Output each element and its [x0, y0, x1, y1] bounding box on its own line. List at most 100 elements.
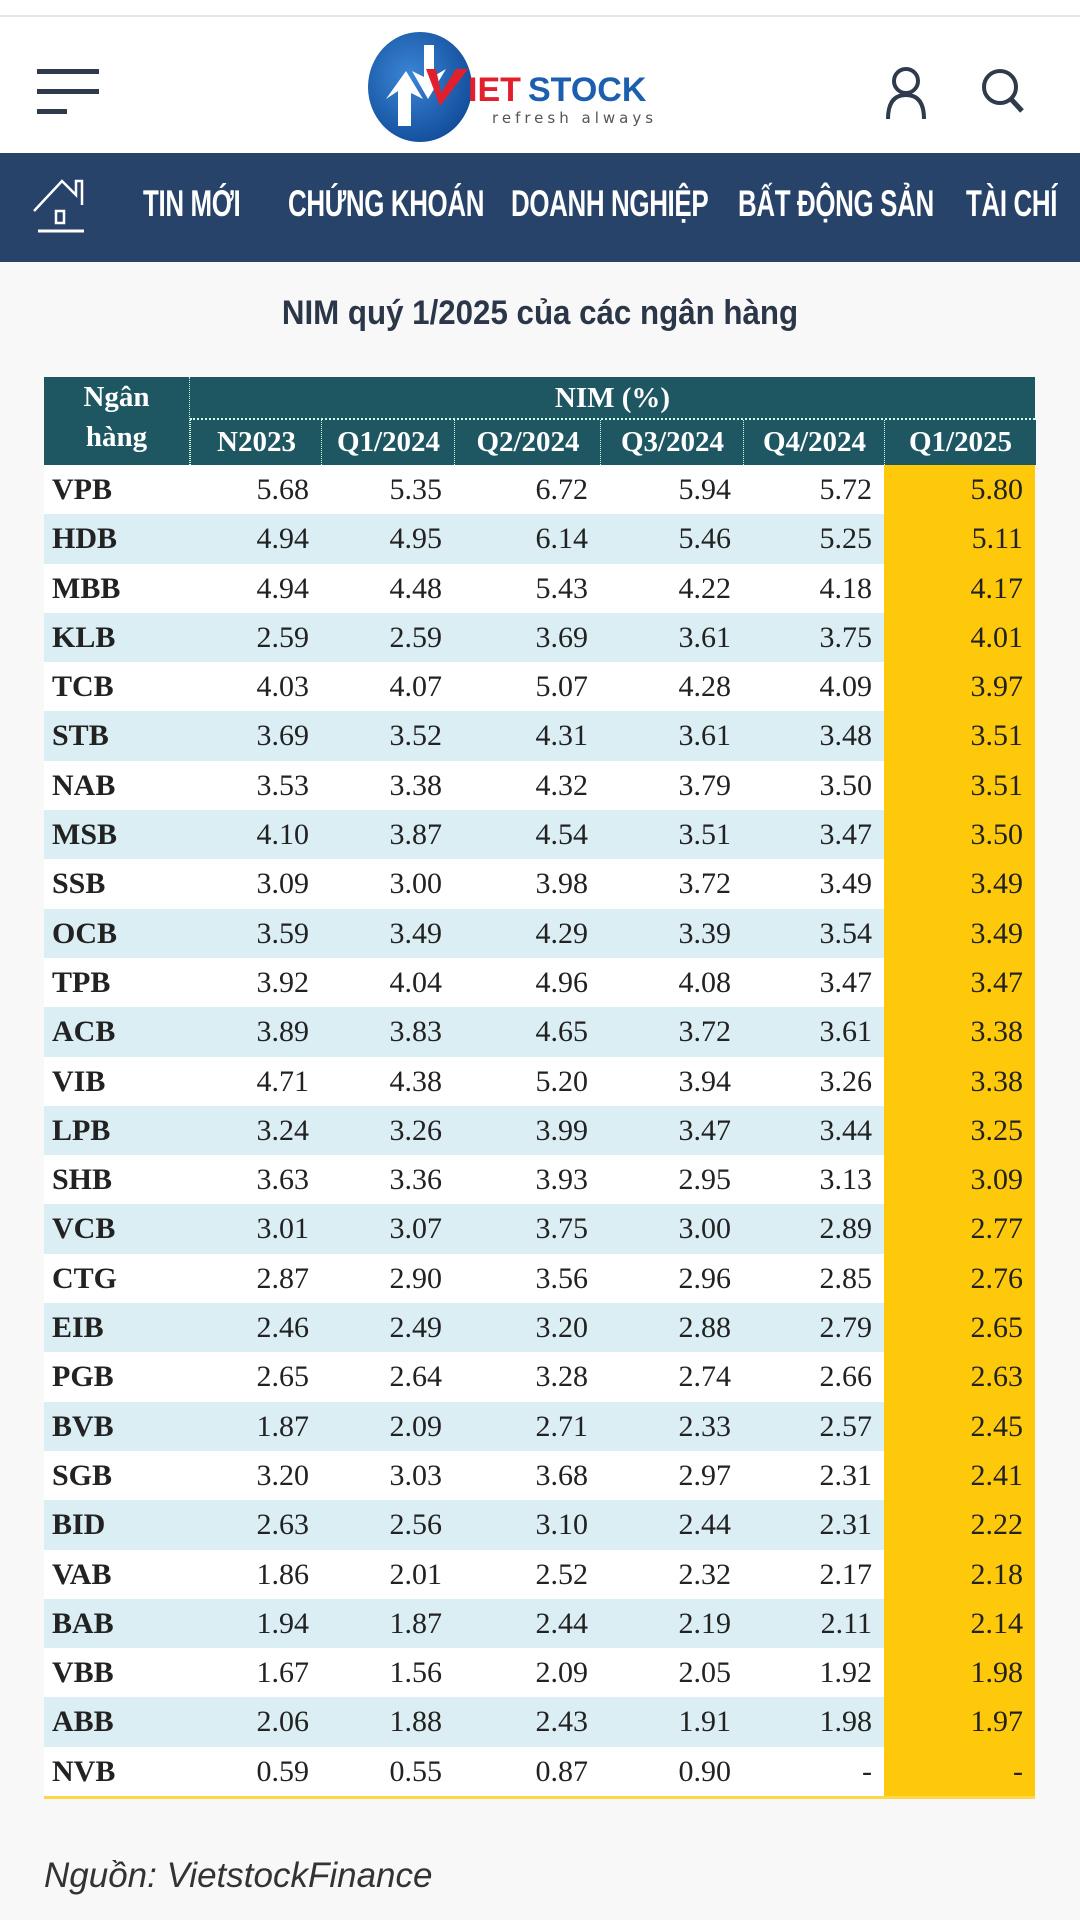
nim-value-cell: 3.87	[389, 818, 443, 852]
bank-code-cell: VBB	[52, 1656, 114, 1690]
table-row: SSB 3.09 3.00 3.98 3.72 3.49 3.49	[44, 859, 1035, 909]
nim-value-cell: 3.49	[884, 908, 1035, 958]
nim-value-cell: 2.18	[884, 1549, 1035, 1599]
nim-value-cell: 2.74	[678, 1360, 732, 1394]
nim-value-cell: 2.31	[819, 1458, 873, 1492]
bank-code-cell: PGB	[52, 1360, 114, 1394]
nim-value-cell: 1.91	[678, 1705, 732, 1739]
nim-value-cell: 2.22	[884, 1500, 1035, 1550]
nim-value-cell: 1.87	[256, 1409, 310, 1443]
vietstock-logo[interactable]: IET STOCK refresh always	[368, 31, 708, 143]
table-row: EIB 2.46 2.49 3.20 2.88 2.79 2.65	[44, 1303, 1035, 1353]
nim-value-cell: 0.87	[535, 1754, 589, 1788]
table-body: VPB 5.68 5.35 6.72 5.94 5.72 5.80 HDB 4.94 4.95 6.…	[44, 465, 1035, 1800]
nim-value-cell: 2.95	[678, 1163, 732, 1197]
nim-value-cell: 4.94	[256, 571, 310, 605]
nim-value-cell: 2.31	[819, 1508, 873, 1542]
nav-chung-khoan[interactable]: CHỨNG KHOÁN	[288, 183, 485, 224]
svg-text:STOCK: STOCK	[528, 71, 647, 109]
nim-value-cell: -	[862, 1754, 872, 1788]
nim-group-header: NIM (%)	[190, 377, 1035, 420]
nim-value-cell: 1.97	[884, 1697, 1035, 1747]
table-header: Ngân hàng NIM (%) N2023 Q1/2024 Q2/2024 Q3/…	[44, 377, 1036, 468]
nim-value-cell: 2.09	[389, 1409, 443, 1443]
nim-value-cell: 3.20	[256, 1458, 310, 1492]
nim-value-cell: 3.38	[884, 1056, 1035, 1106]
nav-doanh-nghiep[interactable]: DOANH NGHIỆP	[511, 183, 709, 224]
nim-value-cell: 2.41	[884, 1450, 1035, 1501]
status-divider	[0, 0, 1080, 17]
nim-value-cell: 3.00	[389, 867, 443, 901]
bank-code-cell: BAB	[52, 1606, 114, 1640]
bank-code-cell: NAB	[52, 768, 116, 802]
nav-bat-dong-san[interactable]: BẤT ĐỘNG SẢN	[738, 183, 934, 224]
nim-value-cell: 4.22	[678, 571, 732, 605]
nim-value-cell: 3.79	[678, 768, 732, 802]
nim-value-cell: 1.86	[256, 1557, 310, 1591]
nim-value-cell: 2.19	[678, 1606, 732, 1640]
user-icon[interactable]	[882, 63, 930, 123]
table-row: VCB 3.01 3.07 3.75 3.00 2.89 2.77	[44, 1204, 1035, 1254]
nim-value-cell: 2.59	[256, 620, 310, 654]
bank-header-line2: hàng	[85, 421, 148, 453]
nim-value-cell: 3.48	[819, 719, 873, 753]
nim-value-cell: 2.45	[884, 1401, 1035, 1451]
table-row: VAB 1.86 2.01 2.52 2.32 2.17 2.18	[44, 1549, 1035, 1599]
nim-value-cell: 3.26	[389, 1113, 443, 1147]
nim-table: Ngân hàng NIM (%) N2023 Q1/2024 Q2/2024 Q3/…	[44, 377, 1036, 1800]
nim-value-cell: 4.54	[535, 818, 589, 852]
nim-value-cell: 1.87	[389, 1606, 443, 1640]
nim-value-cell: 3.97	[884, 662, 1035, 712]
table-row: SGB 3.20 3.03 3.68 2.97 2.31 2.41	[44, 1450, 1035, 1501]
nim-value-cell: 2.71	[535, 1409, 589, 1443]
table-row: MBB 4.94 4.48 5.43 4.22 4.18 4.17	[44, 563, 1035, 613]
nim-value-cell: 3.49	[884, 859, 1035, 909]
nim-value-cell: 2.65	[884, 1303, 1035, 1353]
nim-value-cell: 4.31	[535, 719, 589, 753]
nim-value-cell: 2.59	[389, 620, 443, 654]
table-row: VIB 4.71 4.38 5.20 3.94 3.26 3.38	[44, 1056, 1035, 1106]
search-icon[interactable]	[978, 63, 1030, 123]
site-header: IET STOCK refresh always	[0, 17, 1080, 153]
nim-value-cell: 3.28	[535, 1360, 589, 1394]
nim-value-cell: 2.77	[884, 1204, 1035, 1254]
bank-code-cell: SSB	[52, 867, 106, 901]
nav-tin-moi[interactable]: TIN MỚI	[143, 183, 241, 224]
nim-value-cell: 4.32	[535, 768, 589, 802]
bank-code-cell: BID	[52, 1508, 106, 1542]
nim-value-cell: 3.51	[884, 711, 1035, 761]
table-row: NVB 0.59 0.55 0.87 0.90 - -	[44, 1746, 1035, 1797]
nim-value-cell: 3.61	[678, 620, 732, 654]
table-row: LPB 3.24 3.26 3.99 3.47 3.44 3.25	[44, 1105, 1035, 1156]
nim-value-cell: 3.26	[819, 1064, 873, 1098]
nim-value-cell: 3.56	[535, 1261, 589, 1295]
nim-value-cell: 3.03	[389, 1458, 443, 1492]
bank-code-cell: HDB	[52, 522, 118, 556]
column-header-q1-2025: Q1/2025	[884, 420, 1036, 465]
nim-value-cell: 3.72	[678, 867, 732, 901]
bank-code-cell: SHB	[52, 1163, 113, 1197]
nim-value-cell: 3.69	[535, 620, 589, 654]
nim-value-cell: 5.46	[678, 522, 732, 556]
nim-value-cell: 3.47	[884, 957, 1035, 1008]
nim-value-cell: 2.43	[535, 1705, 589, 1739]
nim-value-cell: 2.11	[820, 1606, 872, 1640]
column-header-q1-2024: Q1/2024	[321, 420, 455, 465]
nav-tai-chinh[interactable]: TÀI CHÍ	[966, 183, 1058, 224]
home-icon[interactable]	[32, 175, 92, 235]
nim-value-cell: 3.51	[678, 818, 732, 852]
article-title: NIM quý 1/2025 của các ngân hàng	[281, 294, 799, 332]
nim-value-cell: 2.79	[819, 1311, 873, 1345]
nim-value-cell: 2.32	[678, 1557, 732, 1591]
nim-value-cell: 4.96	[535, 965, 589, 999]
nim-value-cell: 2.88	[678, 1311, 732, 1345]
bank-code-cell: MBB	[52, 571, 121, 605]
nim-value-cell: 3.49	[389, 916, 443, 950]
bank-code-cell: ACB	[52, 1015, 116, 1049]
nim-value-cell: 3.54	[819, 916, 873, 950]
nim-value-cell: 4.65	[535, 1015, 589, 1049]
bank-code-cell: MSB	[52, 818, 118, 852]
table-row: BVB 1.87 2.09 2.71 2.33 2.57 2.45	[44, 1401, 1035, 1451]
menu-icon[interactable]	[37, 69, 99, 129]
bank-code-cell: SGB	[52, 1458, 113, 1492]
